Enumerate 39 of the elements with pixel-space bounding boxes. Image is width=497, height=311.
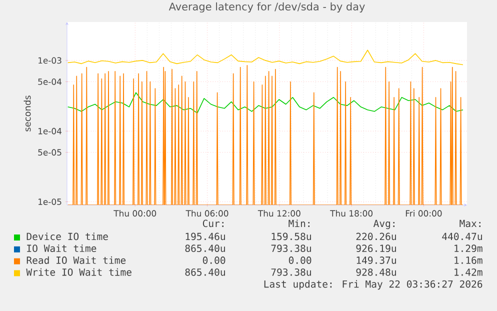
text: 149.37u [356,256,396,264]
legend-label: Write IO Wait time [26,268,132,276]
legend-label: IO Wait time [27,244,96,252]
x-tick-label: Thu 18:00 [330,210,373,217]
text: 195.46u [186,232,225,240]
y-tick-label: 5e-05 [38,149,62,156]
text: 865.40u [185,244,225,252]
text: 1.29m [454,244,482,252]
text: 793.38u [271,244,311,252]
y-axis-title: seconds [24,96,31,132]
text: 440.47u [442,232,482,240]
x-tick-label: Thu 06:00 [186,210,228,217]
chart-title: Average latency for /dev/sda - by day [168,2,365,12]
text: 865.40u [185,268,225,276]
text: 0.00 [202,256,226,264]
legend-label: Read IO Wait time [26,256,126,264]
text: Last update: Fri May 22 03:36:27 2026 [264,280,482,290]
text: Max: [460,220,480,228]
text: Avg: [373,220,394,230]
y-tick-label: 1e-03 [38,57,62,64]
line-series [67,50,464,66]
text: Cur: [202,220,224,228]
text: 1.16m [454,256,482,264]
text: 220.26u [356,232,396,240]
text: 0.00 [288,256,312,264]
line-series [67,92,464,114]
text: 928.48u [356,268,396,276]
y-tick-label: 5e-04 [38,78,62,85]
text: 793.38u [271,268,311,276]
legend-label: Device IO time [26,232,108,240]
text: Min: [288,220,310,227]
x-tick-label: Thu 12:00 [258,210,300,217]
x-tick-label: Thu 00:00 [114,210,156,217]
text: 1.42m [454,268,482,276]
y-tick-label: 1e-05 [38,198,62,205]
text: 926.19u [356,244,396,252]
y-tick-label: 1e-04 [38,128,62,134]
x-tick-label: Fri 00:00 [406,210,442,217]
text: 159.58u [272,232,311,240]
